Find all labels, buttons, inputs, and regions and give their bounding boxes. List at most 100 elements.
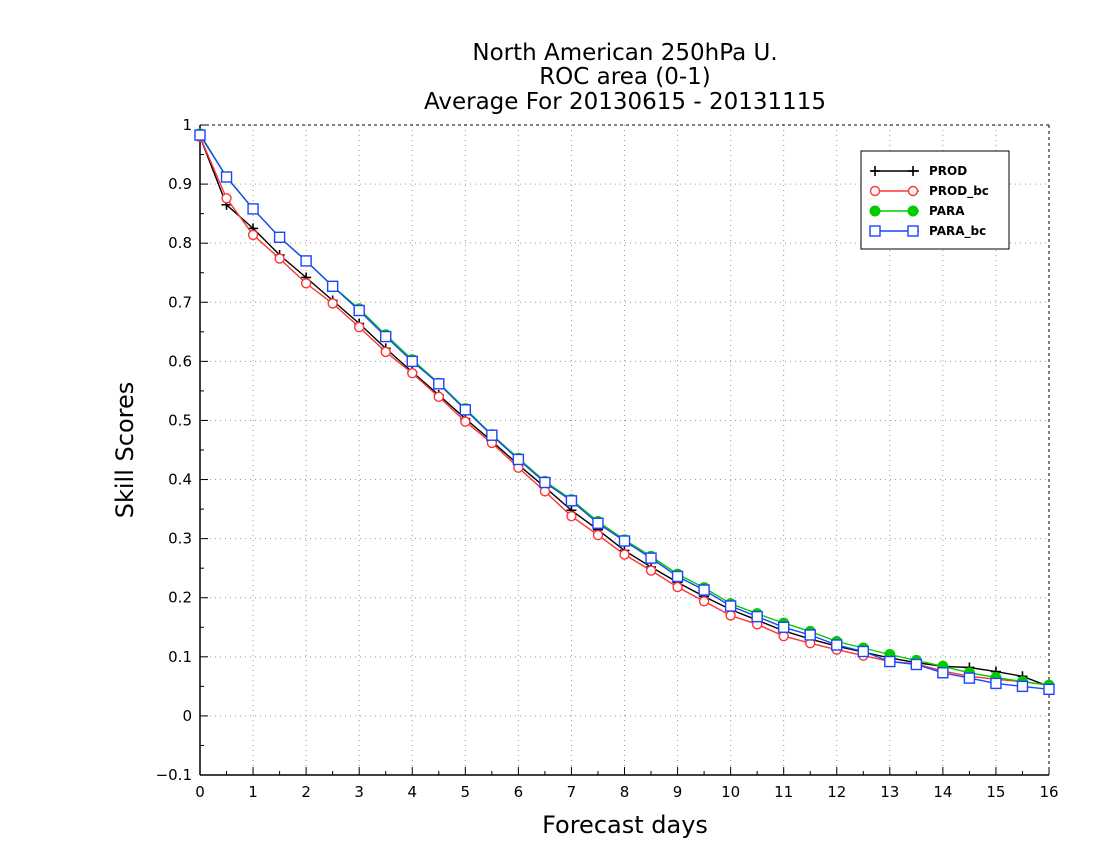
y-tick-label: 0.3 xyxy=(168,530,192,548)
data-point-circle xyxy=(645,565,657,576)
data-point-square xyxy=(618,535,631,547)
data-point-square xyxy=(459,404,472,416)
y-tick-label: 0.2 xyxy=(168,589,192,607)
x-tick-label: 9 xyxy=(673,783,683,801)
data-point-square xyxy=(406,355,418,368)
data-point-circle xyxy=(869,185,881,197)
legend: PROD PROD_bc PARA PARA_bc xyxy=(860,150,1010,250)
x-tick-label: 8 xyxy=(620,783,630,801)
data-point-square xyxy=(1043,683,1055,696)
grid-lines xyxy=(200,125,1049,775)
data-point-square xyxy=(273,231,286,243)
data-point-circle xyxy=(566,510,577,522)
chart-title-line-2: ROC area (0-1) xyxy=(539,64,711,90)
x-axis-tick-labels: 0 1 2 3 4 5 6 7 8 9 10 11 12 13 14 15 16 xyxy=(195,767,1059,801)
data-point-square xyxy=(671,570,684,583)
data-point-circle xyxy=(221,193,232,204)
data-point-circle xyxy=(407,367,418,379)
y-axis-label: Skill Scores xyxy=(111,382,139,519)
data-point-filled-circle xyxy=(907,205,919,217)
data-point-square xyxy=(937,667,949,679)
x-tick-label: 0 xyxy=(195,783,205,801)
data-point-square xyxy=(486,429,498,441)
x-tick-label: 3 xyxy=(354,783,364,801)
chart-title: North American 250hPa U. ROC area (0-1) … xyxy=(424,40,826,115)
data-point-circle xyxy=(725,610,736,621)
x-tick-label: 5 xyxy=(461,783,471,801)
data-point-circle xyxy=(672,581,683,593)
data-point-square xyxy=(804,629,816,641)
data-point-circle xyxy=(380,346,391,358)
data-point-square xyxy=(751,610,763,623)
x-tick-label: 1 xyxy=(248,783,258,801)
x-tick-label: 13 xyxy=(880,783,899,801)
data-point-square xyxy=(539,476,551,489)
data-point-square xyxy=(512,453,525,466)
data-point-square xyxy=(326,280,339,293)
data-point-circle xyxy=(778,630,789,642)
data-point-circle xyxy=(539,486,551,497)
chart-title-line-3: Average For 20130615 - 20131115 xyxy=(424,89,826,115)
data-point-circle xyxy=(460,416,471,427)
y-tick-label: 0.7 xyxy=(168,293,192,311)
x-tick-label: 14 xyxy=(933,783,952,801)
data-point-square xyxy=(220,171,233,183)
data-point-square xyxy=(884,655,896,668)
y-tick-label: 0.9 xyxy=(168,175,192,193)
data-point-square xyxy=(857,645,869,658)
data-point-square xyxy=(565,495,578,507)
x-tick-label: 7 xyxy=(567,783,577,801)
y-tick-label: 0 xyxy=(182,707,192,725)
data-point-circle xyxy=(907,185,919,197)
y-tick-label: 0.1 xyxy=(168,648,192,666)
data-point-square xyxy=(380,330,392,343)
data-point-square xyxy=(907,225,919,237)
y-tick-label: 0.6 xyxy=(168,352,192,370)
data-point-circle xyxy=(300,278,312,289)
series-para-bc xyxy=(194,129,1055,696)
data-point-filled-circle xyxy=(869,205,881,217)
data-point-square xyxy=(990,677,1002,690)
data-point-square xyxy=(433,378,445,390)
y-axis-tick-labels: −0.1 0 0.1 0.2 0.3 0.4 0.5 0.6 0.7 0.8 0.9 1 xyxy=(156,116,208,784)
data-point-square xyxy=(777,621,790,633)
chart-title-line-1: North American 250hPa U. xyxy=(472,40,777,66)
data-point-plus xyxy=(908,166,918,176)
data-point-circle xyxy=(247,229,259,241)
x-tick-label: 10 xyxy=(721,783,740,801)
data-point-square xyxy=(1016,680,1029,693)
data-point-square xyxy=(831,639,843,651)
data-point-circle xyxy=(698,596,710,607)
x-tick-label: 15 xyxy=(986,783,1005,801)
data-series xyxy=(194,128,1055,696)
data-point-circle xyxy=(353,321,365,333)
legend-item: PROD xyxy=(870,164,967,178)
y-tick-label: 0.8 xyxy=(168,234,192,252)
legend-label: PARA xyxy=(929,204,965,218)
data-point-circle xyxy=(274,253,285,264)
x-tick-label: 12 xyxy=(827,783,846,801)
data-point-square xyxy=(724,600,737,612)
data-point-square xyxy=(963,672,976,684)
legend-label: PROD xyxy=(929,164,967,178)
data-point-circle xyxy=(433,391,444,403)
data-point-square xyxy=(300,255,312,267)
data-point-square xyxy=(592,517,604,529)
x-tick-label: 11 xyxy=(774,783,793,801)
data-point-plus xyxy=(870,166,880,176)
data-point-square xyxy=(247,203,259,215)
y-tick-label: 0.4 xyxy=(168,471,192,489)
data-point-square xyxy=(645,552,657,564)
legend-item: PROD_bc xyxy=(869,184,989,199)
y-tick-label: −0.1 xyxy=(156,766,192,784)
legend-box xyxy=(860,150,1010,250)
y-tick-label: 1 xyxy=(182,116,192,134)
data-point-square xyxy=(353,304,365,317)
x-tick-label: 16 xyxy=(1039,783,1058,801)
legend-label: PROD_bc xyxy=(929,184,989,199)
data-point-circle xyxy=(619,549,630,560)
legend-item: PARA_bc xyxy=(869,224,986,239)
x-axis-label: Forecast days xyxy=(542,811,708,839)
data-point-square xyxy=(194,129,206,141)
